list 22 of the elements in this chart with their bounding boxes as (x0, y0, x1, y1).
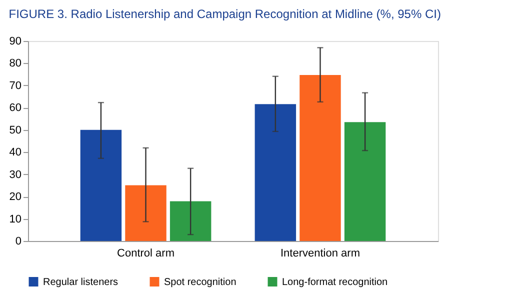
bar (125, 185, 166, 241)
y-tick-label: 90 (9, 36, 22, 48)
y-tick-label: 50 (9, 124, 22, 136)
y-tick-label: 40 (9, 146, 22, 159)
legend-label: Spot recognition (164, 276, 236, 288)
y-tick-label: 30 (9, 168, 22, 181)
y-tick-label: 60 (9, 102, 22, 114)
bar (344, 122, 386, 241)
y-tick-label: 20 (9, 191, 22, 204)
bar (300, 75, 341, 241)
y-tick-label: 0 (15, 236, 22, 248)
bar (170, 201, 212, 241)
y-tick-label: 80 (9, 58, 22, 70)
bar (254, 104, 296, 241)
chart-title: FIGURE 3. Radio Listenership and Campaign Recognition at Midline (%, 95% CI) (8, 7, 441, 21)
y-tick-label: 10 (9, 213, 22, 226)
legend-label: Regular listeners (43, 276, 118, 288)
bar (80, 130, 122, 241)
x-tick-label: Control arm (117, 248, 174, 260)
y-tick-label: 70 (9, 80, 22, 92)
x-tick-label: Intervention arm (280, 248, 360, 260)
legend-label: Long-format recognition (282, 276, 388, 288)
